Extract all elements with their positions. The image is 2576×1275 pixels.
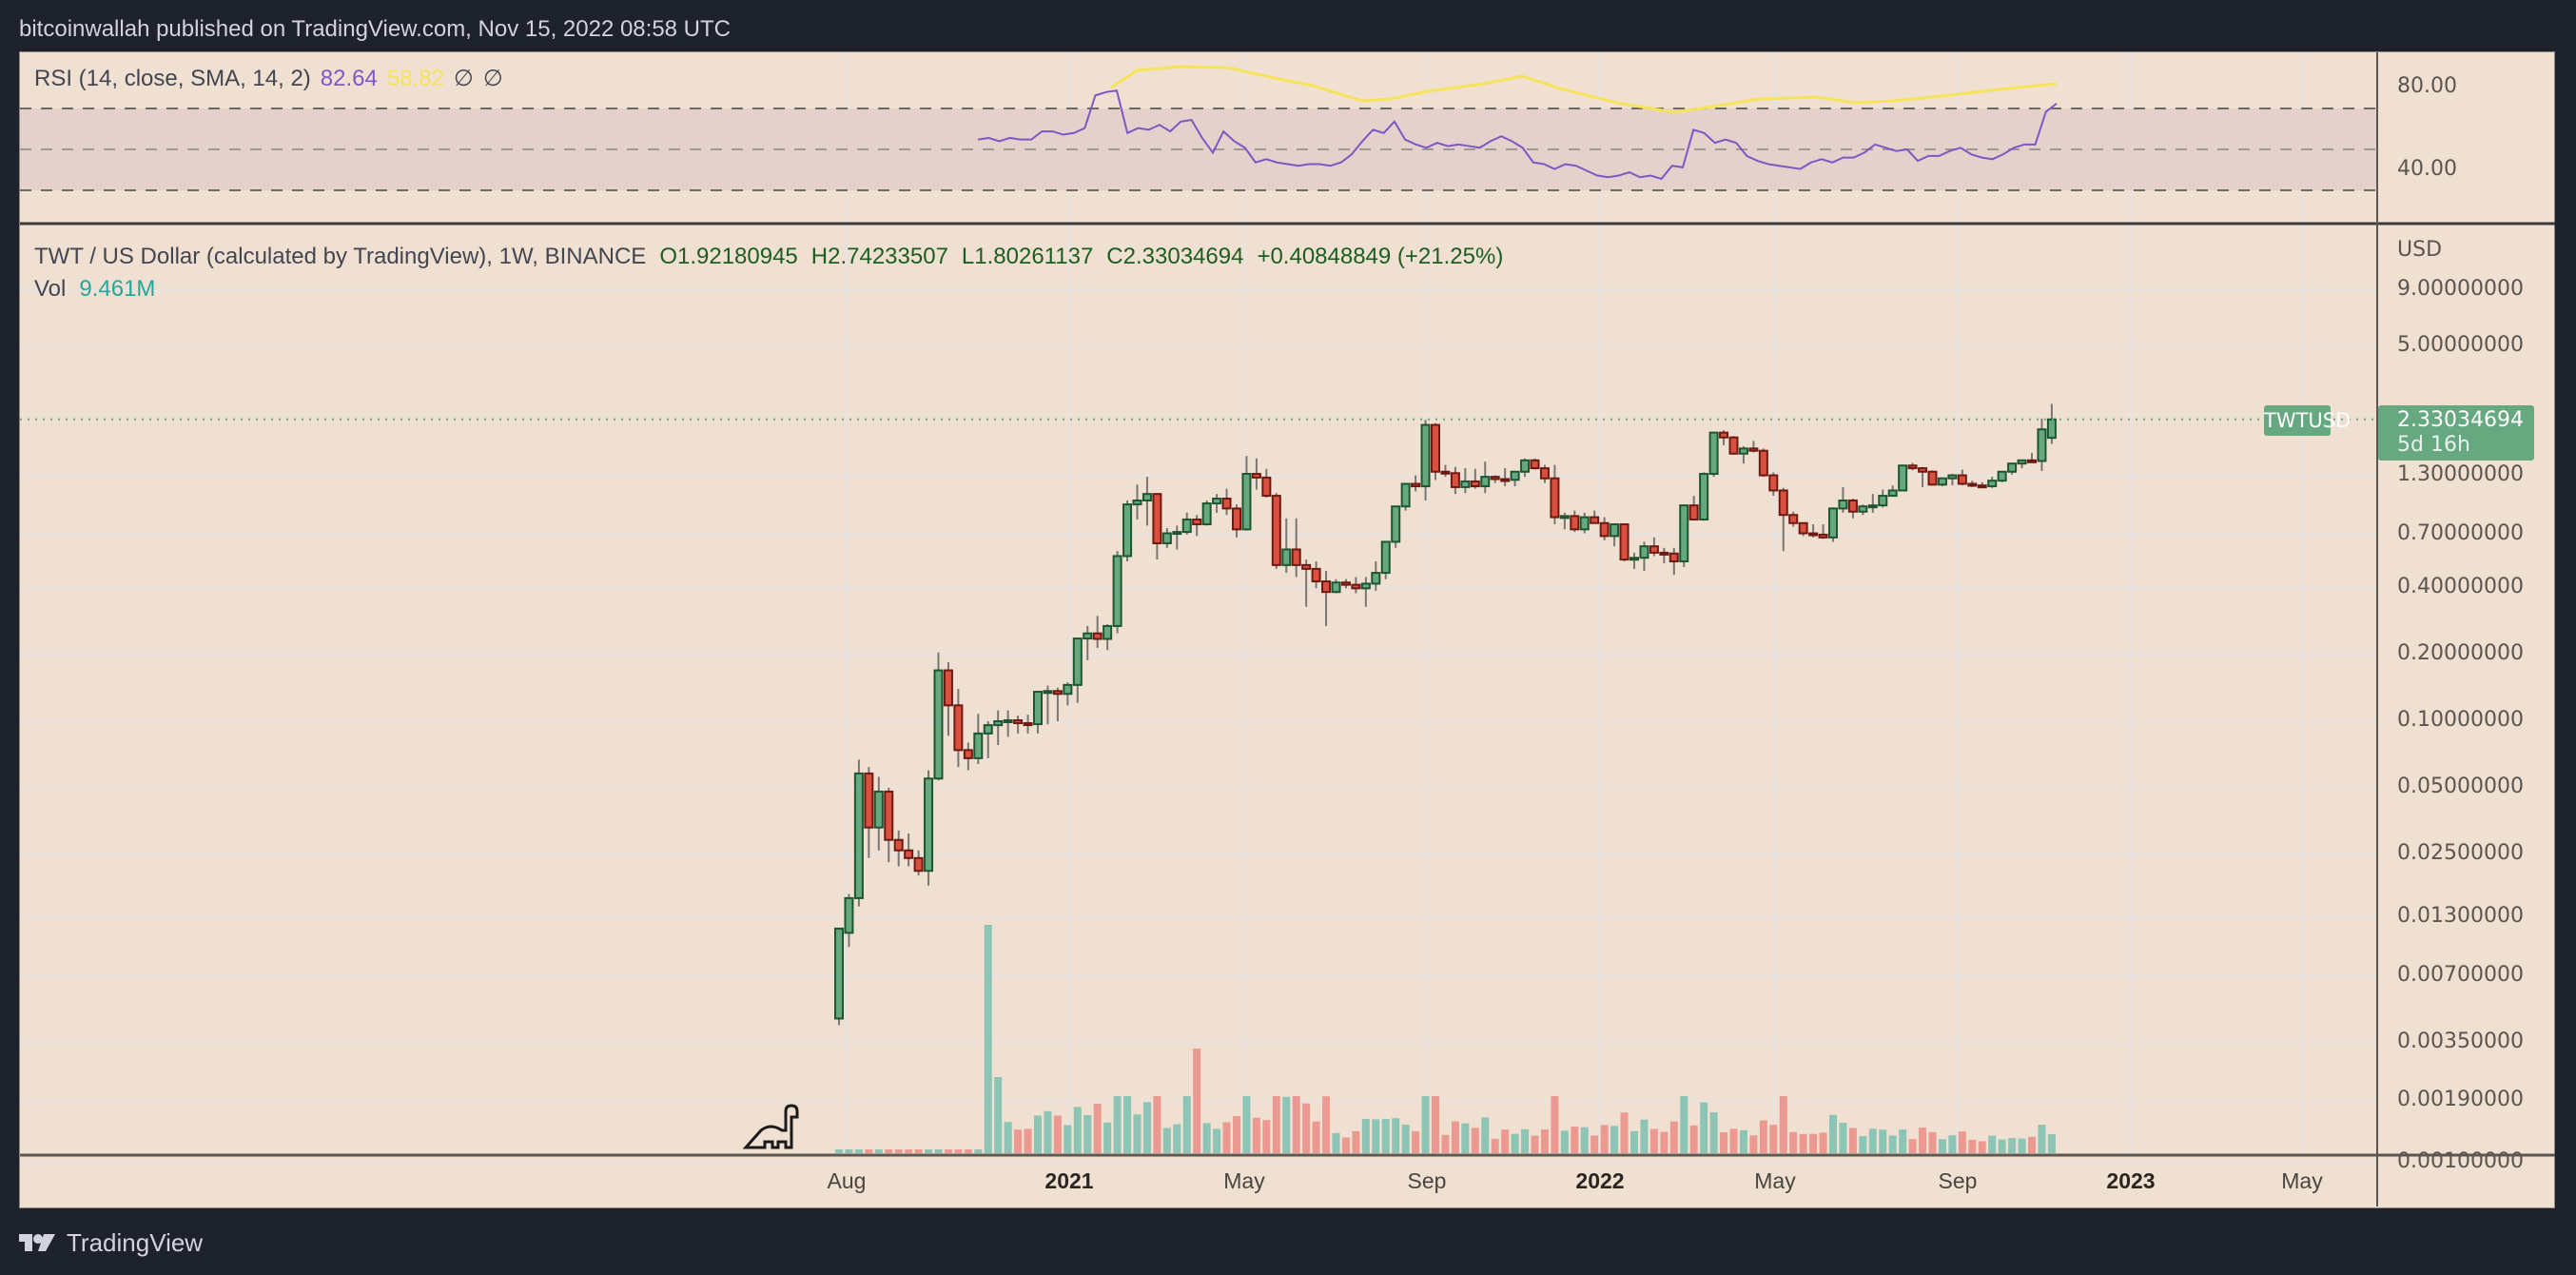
tradingview-logo-icon	[19, 1234, 55, 1251]
price-axis-label: 0.40000000	[2397, 575, 2524, 599]
price-axis-label: 0.02500000	[2397, 840, 2524, 865]
last-price-tag: 2.33034694 5d 16h	[2378, 405, 2534, 461]
currency-label: USD	[2397, 238, 2443, 262]
price-axis-label: 0.00700000	[2397, 962, 2524, 987]
price-axis-label: 0.10000000	[2397, 708, 2524, 732]
rsi-value: 82.64	[320, 66, 378, 91]
open-value: O1.92180945	[659, 244, 798, 269]
price-axis-label: 5.00000000	[2397, 332, 2524, 357]
time-axis-label: 2022	[1575, 1168, 1625, 1193]
price-axis-label: 0.05000000	[2397, 774, 2524, 798]
main-legend: TWT / US Dollar (calculated by TradingVi…	[34, 244, 1503, 270]
high-value: H2.74233507	[810, 244, 948, 269]
low-value: L1.80261137	[961, 244, 1094, 269]
time-axis-label: May	[1754, 1168, 1796, 1193]
volume-bars	[835, 925, 2056, 1153]
rsi-sma-line	[1110, 65, 2058, 114]
dinosaur-icon	[742, 1104, 799, 1149]
price-axis-label: 0.00100000	[2397, 1149, 2524, 1173]
time-axis-label: May	[2281, 1168, 2323, 1193]
volume-label: Vol	[34, 276, 67, 302]
rsi-axis-40: 40.00	[2397, 157, 2457, 181]
gridlines	[20, 53, 2377, 1164]
time-axis-label: 2023	[2106, 1168, 2156, 1193]
null-icon: ∅	[482, 66, 503, 91]
time-axis-label: Sep	[1938, 1168, 1978, 1193]
rsi-line	[977, 88, 2058, 181]
time-axis-label: 2021	[1044, 1168, 1094, 1193]
symbol-tag: TWTUSD	[2264, 405, 2351, 436]
brand-name: TradingView	[67, 1227, 204, 1257]
bar-countdown: 5d 16h	[2397, 433, 2470, 457]
symbol-title: TWT / US Dollar (calculated by TradingVi…	[34, 244, 647, 269]
rsi-label: RSI (14, close, SMA, 14, 2)	[34, 66, 311, 91]
volume-value: 9.461M	[79, 276, 156, 302]
candles	[834, 403, 2057, 1026]
close-value: C2.33034694	[1106, 244, 1244, 269]
volume-legend: Vol 9.461M	[34, 276, 155, 303]
price-axis-label: 9.00000000	[2397, 276, 2524, 301]
footer-brand: TradingView	[19, 1226, 203, 1260]
price-axis-label: 0.20000000	[2397, 641, 2524, 666]
rsi-sma-value: 58.82	[386, 66, 444, 91]
rsi-legend: RSI (14, close, SMA, 14, 2) 82.64 58.82 ∅ ∅	[34, 65, 503, 92]
chart-frame	[19, 51, 2555, 1208]
price-axis-label: 0.00190000	[2397, 1088, 2524, 1112]
time-axis-label: May	[1223, 1168, 1265, 1193]
time-axis-label: Sep	[1407, 1168, 1447, 1193]
price-axis-label: 1.30000000	[2397, 461, 2524, 486]
rsi-axis-80: 80.00	[2397, 74, 2457, 98]
null-icon: ∅	[453, 66, 474, 91]
change-value: +0.40848849 (+21.25%)	[1257, 244, 1504, 269]
price-axis-label: 0.01300000	[2397, 903, 2524, 928]
time-axis-label: Aug	[827, 1168, 867, 1193]
publish-header: bitcoinwallah published on TradingView.c…	[19, 16, 732, 42]
price-axis-label: 0.70000000	[2397, 520, 2524, 545]
price-axis-label: 0.00350000	[2397, 1029, 2524, 1053]
last-price: 2.33034694	[2397, 408, 2524, 432]
